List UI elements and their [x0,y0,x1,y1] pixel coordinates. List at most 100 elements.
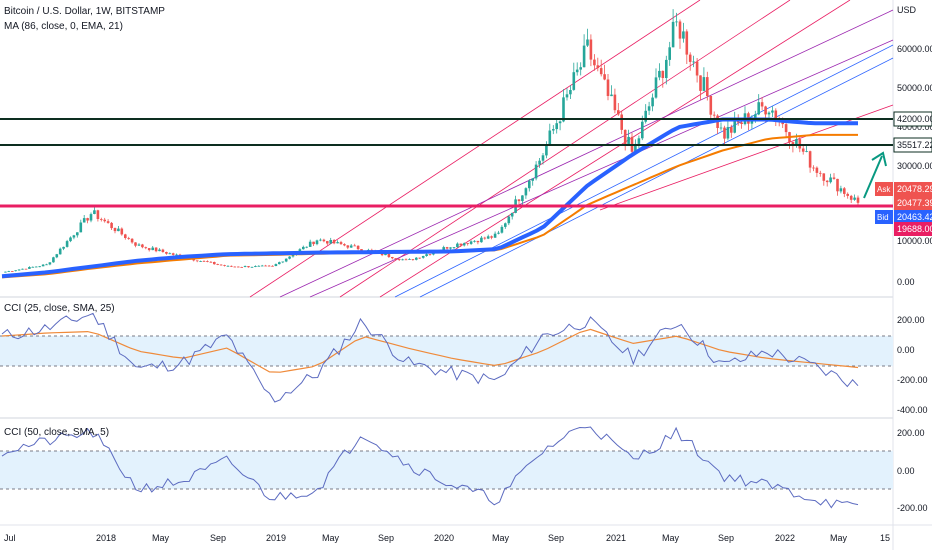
price-tick-30000: 30000.00 [897,161,932,171]
fib-line-4[interactable] [309,39,894,298]
last-price-badge[interactable] [894,196,932,210]
candle-body [206,261,209,262]
time-tick-14: May [830,533,848,543]
fib-line-3[interactable] [279,9,894,298]
candle-body [260,265,264,267]
candle-body [137,244,141,246]
time-tick-13: 2022 [775,533,795,543]
candle-body [675,21,678,23]
candle-body [356,245,360,250]
candle-body [79,222,83,233]
candle-body [671,21,675,48]
candle-body [394,258,398,259]
candle-body [86,218,89,221]
candle-body [175,254,178,256]
candle-body [353,245,356,247]
candle-body [545,144,548,156]
candle-body [391,257,394,259]
cci2-line[interactable] [1,426,859,509]
candle-body [408,259,411,260]
candle-body [812,167,815,169]
candle-body [726,127,730,139]
fib-line-0[interactable] [249,0,701,298]
time-tick-10: 2021 [606,533,626,543]
candle-body [517,199,521,202]
candle-body [127,238,130,239]
candle-body [665,59,668,78]
symbol-title[interactable]: Bitcoin / U.S. Dollar, 1W, BITSTAMP [4,6,165,17]
candle-body [712,114,716,116]
up-arrow[interactable] [863,155,883,199]
time-tick-2: May [152,533,170,543]
candle-body [764,106,767,115]
candle-body [411,259,415,260]
candle-body [387,254,391,257]
time-tick-4: 2019 [266,533,286,543]
candle-body [627,136,630,145]
cci1-line[interactable] [1,312,859,403]
fib-line-5[interactable] [394,44,894,298]
candle-body [531,178,534,181]
candle-body [644,110,647,122]
cci1-ma-line[interactable] [1,328,859,373]
cci2-legend[interactable]: CCI (50, close, SMA, 5) [4,427,110,438]
candle-body [312,241,315,245]
candle-body [31,266,35,268]
candle-body [620,114,623,130]
candle-body [144,247,148,249]
candle-body [113,228,117,232]
support-badge[interactable] [894,222,932,236]
candle-body [462,243,466,246]
candle-body [730,127,733,133]
candle-body [41,264,45,267]
price-tick-0: 0.00 [897,277,915,287]
fib-line-1[interactable] [339,0,791,298]
price-tick-10000: 10000.00 [897,236,932,246]
cci1-legend[interactable]: CCI (25, close, SMA, 25) [4,303,115,314]
candle-body [250,266,254,268]
candle-body [17,269,21,271]
candle-body [216,264,219,265]
fib-line-2[interactable] [379,0,851,298]
candle-body [832,177,836,179]
cci2-tick-0: 0.00 [897,466,915,476]
ask-badge[interactable] [894,182,932,196]
level-42000-badge[interactable] [893,111,932,127]
bid-badge[interactable] [894,210,932,224]
candle-body [230,265,233,267]
candle-body [784,124,788,133]
time-tick-7: 2020 [434,533,454,543]
candle-body [856,197,860,203]
fib-line-6[interactable] [419,57,894,298]
candle-body [158,249,161,252]
candle-body [240,267,243,268]
time-tick-11: May [662,533,680,543]
candle-body [843,188,846,194]
candle-body [421,256,425,258]
candle-body [548,130,552,145]
candle-body [384,254,387,256]
cci2-tick-200: 200.00 [897,428,925,438]
candle-body [565,94,569,98]
candle-body [243,266,247,267]
candle-body [668,47,671,60]
candle-body [349,245,353,248]
candle-body [623,129,627,145]
candle-body [34,266,38,268]
candle-body [771,110,774,113]
candle-body [661,70,665,78]
ma-line[interactable] [1,117,858,279]
level-35517-badge[interactable] [893,137,932,153]
candle-body [695,61,699,76]
candle-body [72,235,76,238]
time-tick-3: Sep [210,533,226,543]
fib-channel-lines[interactable] [249,0,894,298]
candle-body [795,139,798,146]
candle-body [688,54,692,62]
ma-legend[interactable]: MA (86, close, 0, EMA, 21) [4,21,123,32]
candle-body [825,180,829,183]
candlesticks[interactable] [4,9,860,273]
candle-body [267,265,271,267]
candle-body [209,261,213,263]
